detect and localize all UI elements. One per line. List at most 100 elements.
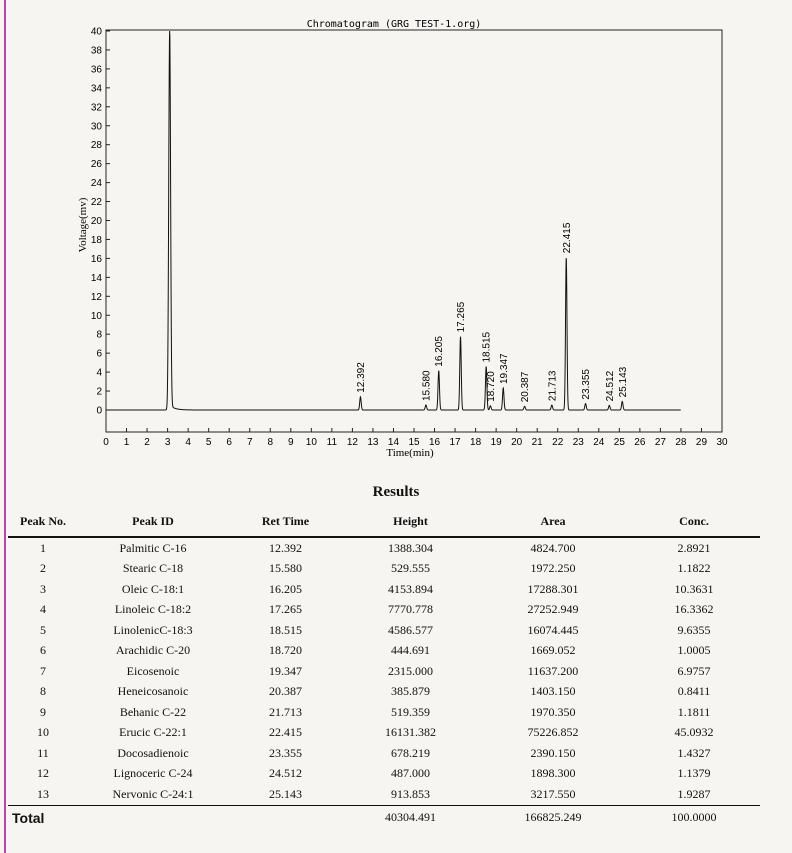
cell-height: 4153.894 xyxy=(388,581,433,596)
cell-conc: 1.1822 xyxy=(677,561,711,576)
cell-height: 444.691 xyxy=(391,643,430,658)
y-tick-label: 38 xyxy=(91,45,103,56)
total-row: Total 40304.491 166825.249 100.0000 xyxy=(8,804,760,830)
cell-height: 385.879 xyxy=(391,684,430,699)
y-tick-label: 0 xyxy=(96,406,102,417)
y-tick-label: 30 xyxy=(91,121,103,132)
results-body: 1 Palmitic C-16 12.392 1388.304 4824.700 2.89… xyxy=(8,537,760,805)
table-row: 11 Docosadienoic 23.355 678.219 2390.150 1.43… xyxy=(8,743,760,764)
peak-label: 18.720 xyxy=(486,371,497,402)
x-tick-label: 25 xyxy=(614,437,626,448)
x-tick-label: 8 xyxy=(267,437,273,448)
x-tick-label: 23 xyxy=(573,437,585,448)
cell-area: 1669.052 xyxy=(530,643,576,658)
cell-peak-id: Behanic C-22 xyxy=(119,704,187,719)
cell-peak-no: 8 xyxy=(40,684,46,699)
header-peak-no: Peak No. xyxy=(8,506,78,538)
cell-ret-time: 17.265 xyxy=(269,602,302,617)
cell-ret-time: 25.143 xyxy=(269,786,302,801)
header-peak-id: Peak ID xyxy=(78,506,228,538)
x-axis: 0 1 2 3 4 5 6 7 8 9 10 11 12 13 14 15 16 17 18 19 20 21 22 23 24… xyxy=(103,428,728,448)
cell-conc: 1.4327 xyxy=(677,745,711,760)
total-area: 166825.249 xyxy=(478,804,628,830)
cell-ret-time: 21.713 xyxy=(269,704,302,719)
x-tick-label: 21 xyxy=(532,437,544,448)
cell-height: 519.359 xyxy=(391,704,430,719)
table-row: 6 Arachidic C-20 18.720 444.691 1669.052 1.00… xyxy=(8,641,760,662)
cell-conc: 1.0005 xyxy=(677,643,711,658)
cell-conc: 0.8411 xyxy=(677,684,711,699)
x-tick-label: 0 xyxy=(103,437,109,448)
y-tick-label: 28 xyxy=(91,140,103,151)
cell-ret-time: 22.415 xyxy=(269,725,302,740)
results-table: Peak No. Peak ID Ret Time Height Area Co… xyxy=(8,506,760,830)
chromatogram-trace xyxy=(106,30,681,411)
y-tick-label: 18 xyxy=(91,235,103,246)
y-tick-label: 2 xyxy=(96,387,102,398)
x-tick-label: 5 xyxy=(206,437,212,448)
cell-area: 4824.700 xyxy=(530,540,576,555)
y-tick-label: 6 xyxy=(96,349,102,360)
plot-frame xyxy=(105,29,723,433)
cell-ret-time: 23.355 xyxy=(269,745,302,760)
cell-peak-no: 7 xyxy=(40,663,46,678)
cell-area: 3217.550 xyxy=(530,786,576,801)
x-tick-label: 20 xyxy=(511,437,523,448)
cell-peak-no: 10 xyxy=(37,725,49,740)
cell-conc: 9.6355 xyxy=(677,622,711,637)
y-tick-label: 16 xyxy=(91,254,103,265)
x-tick-label: 2 xyxy=(144,437,150,448)
cell-area: 1972.250 xyxy=(530,561,576,576)
cell-peak-no: 2 xyxy=(40,561,46,576)
x-tick-label: 14 xyxy=(388,437,400,448)
y-tick-label: 8 xyxy=(96,330,102,341)
y-tick-label: 14 xyxy=(91,273,103,284)
cell-peak-no: 3 xyxy=(40,581,46,596)
x-tick-label: 26 xyxy=(634,437,646,448)
x-tick-label: 22 xyxy=(552,437,564,448)
x-tick-label: 28 xyxy=(675,437,687,448)
y-axis-label: Voltage(mv) xyxy=(77,197,89,252)
cell-area: 2390.150 xyxy=(530,745,576,760)
peak-label: 20.387 xyxy=(520,371,531,402)
y-tick-label: 12 xyxy=(91,292,103,303)
x-tick-label: 24 xyxy=(593,437,605,448)
x-tick-label: 10 xyxy=(306,437,318,448)
x-tick-label: 7 xyxy=(247,437,253,448)
x-tick-label: 3 xyxy=(165,437,171,448)
x-tick-label: 9 xyxy=(288,437,294,448)
x-tick-label: 13 xyxy=(367,437,379,448)
y-tick-label: 22 xyxy=(91,197,103,208)
cell-height: 529.555 xyxy=(391,561,430,576)
cell-height: 1388.304 xyxy=(388,540,433,555)
x-tick-label: 16 xyxy=(429,437,441,448)
cell-peak-no: 6 xyxy=(40,643,46,658)
cell-conc: 10.3631 xyxy=(674,581,714,596)
total-empty-1 xyxy=(78,804,228,830)
total-conc: 100.0000 xyxy=(628,804,760,830)
header-ret-time: Ret Time xyxy=(228,506,343,538)
cell-ret-time: 24.512 xyxy=(269,766,302,781)
peak-label: 22.415 xyxy=(562,222,573,253)
x-axis-label: Time(min) xyxy=(386,447,434,459)
cell-peak-no: 9 xyxy=(40,704,46,719)
cell-area: 1970.350 xyxy=(530,704,576,719)
cell-height: 16131.382 xyxy=(385,725,436,740)
peak-label: 15.580 xyxy=(421,370,432,401)
table-row: 13 Nervonic C-24:1 25.143 913.853 3217.550 1.… xyxy=(8,784,760,805)
table-row: 1 Palmitic C-16 12.392 1388.304 4824.700 2.89… xyxy=(8,537,760,559)
y-tick-label: 26 xyxy=(91,159,103,170)
y-tick-label: 32 xyxy=(91,102,103,113)
header-conc: Conc. xyxy=(628,506,760,538)
cell-height: 2315.000 xyxy=(388,663,433,678)
peak-label: 18.515 xyxy=(482,331,493,362)
total-height: 40304.491 xyxy=(343,804,478,830)
x-tick-label: 4 xyxy=(185,437,191,448)
x-tick-label: 1 xyxy=(124,437,130,448)
table-row: 12 Lignoceric C-24 24.512 487.000 1898.300 1.… xyxy=(8,764,760,785)
cell-conc: 16.3362 xyxy=(674,602,714,617)
table-row: 4 Linoleic C-18:2 17.265 7770.778 27252.949 1… xyxy=(8,600,760,621)
cell-peak-id: Erucic C-22:1 xyxy=(119,725,187,740)
cell-ret-time: 18.720 xyxy=(269,643,302,658)
table-row: 9 Behanic C-22 21.713 519.359 1970.350 1.1811 xyxy=(8,702,760,723)
